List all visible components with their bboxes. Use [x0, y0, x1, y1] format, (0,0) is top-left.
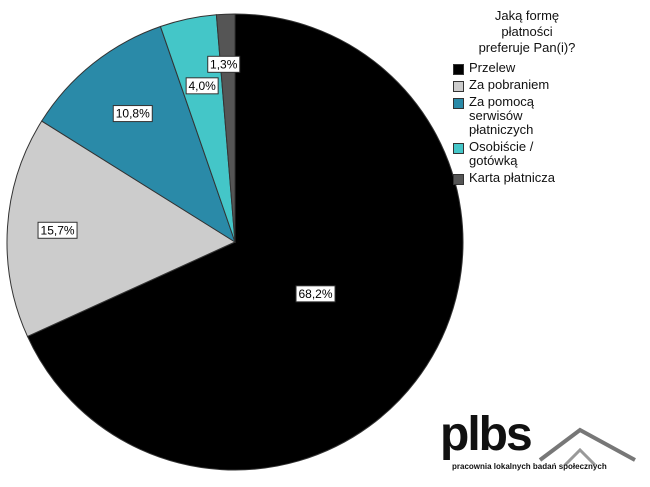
- svg-text:4,0%: 4,0%: [188, 79, 216, 93]
- legend-item: Karta płatnicza: [452, 171, 642, 185]
- pie-slice: [41, 25, 236, 244]
- legend-title: Jaką formę płatności preferuje Pan(i)?: [452, 8, 642, 56]
- legend: Jaką formę płatności preferuje Pan(i)? Prz…: [452, 8, 642, 188]
- legend-item: Za pomocą serwisów płatniczych: [452, 95, 642, 137]
- legend-title-line: Jaką formę: [494, 8, 560, 23]
- legend-item: Przelew: [452, 61, 642, 75]
- legend-label: Przelew: [469, 60, 516, 75]
- legend-label: Osobiście / gotówką: [469, 139, 534, 168]
- slice-label: 4,0%: [185, 77, 219, 95]
- slice-label: 1,3%: [207, 55, 241, 73]
- pie-slice: [26, 13, 464, 471]
- legend-item: Za pobraniem: [452, 78, 642, 92]
- slice-label: 15,7%: [37, 221, 78, 239]
- svg-text:15,7%: 15,7%: [41, 223, 75, 237]
- plbs-logo: plbs pracownia lokalnych badań społeczny…: [440, 410, 645, 482]
- legend-item: Osobiście / gotówką: [452, 140, 642, 168]
- legend-label: Za pobraniem: [469, 77, 550, 92]
- legend-swatch: [453, 64, 464, 75]
- logo-subtitle: pracownia lokalnych badań społecznych: [452, 462, 607, 471]
- legend-swatch: [453, 81, 464, 92]
- roof-icon: [538, 427, 636, 467]
- legend-swatch: [453, 143, 464, 154]
- logo-text: plbs: [440, 408, 533, 461]
- legend-swatch: [453, 98, 464, 109]
- slice-label: 10,8%: [112, 105, 153, 123]
- legend-title-line: preferuje Pan(i)?: [478, 40, 576, 55]
- pie-slice: [6, 120, 237, 338]
- svg-text:10,8%: 10,8%: [116, 107, 150, 121]
- legend-label: Karta płatnicza: [469, 170, 555, 185]
- svg-text:1,3%: 1,3%: [210, 57, 238, 71]
- legend-swatch: [453, 174, 464, 185]
- slice-label: 68,2%: [295, 285, 336, 303]
- legend-title-line: płatności: [501, 24, 553, 39]
- svg-text:68,2%: 68,2%: [299, 287, 333, 301]
- legend-label: Za pomocą serwisów płatniczych: [469, 94, 535, 137]
